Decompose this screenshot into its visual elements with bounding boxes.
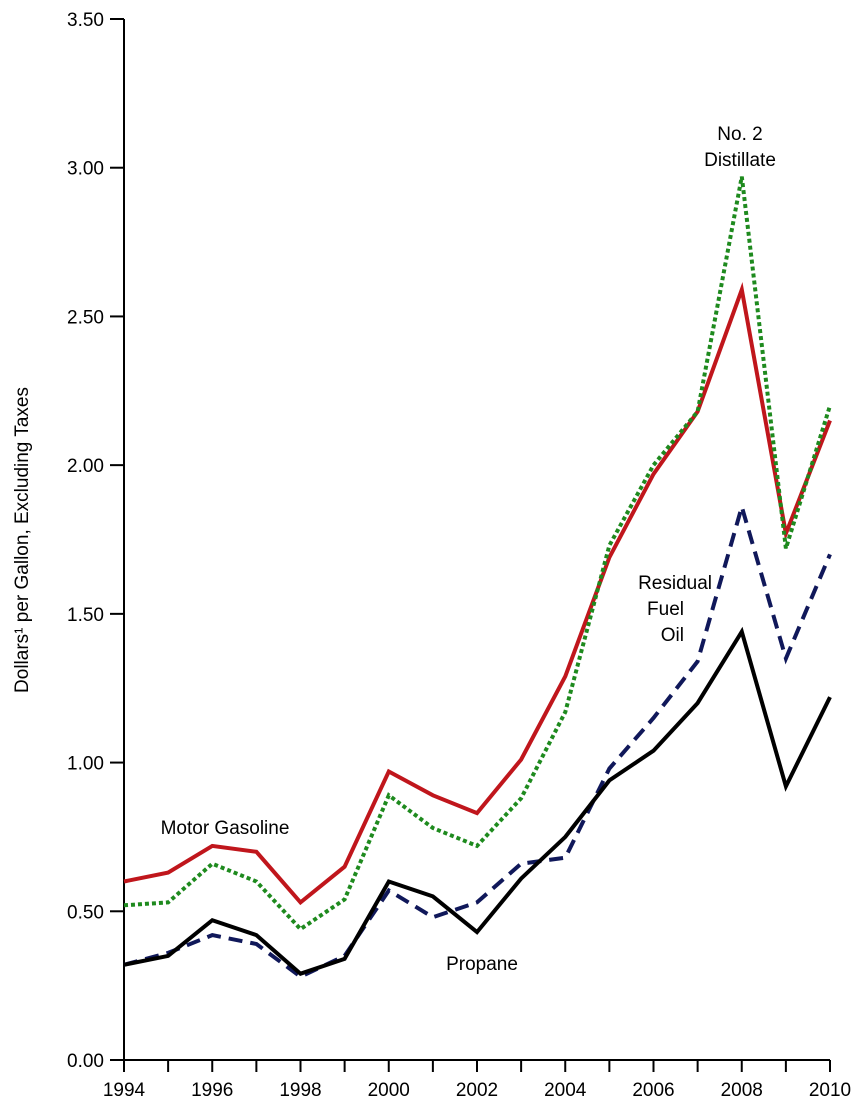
y-tick-label: 2.50 (67, 307, 104, 328)
series-layer (123, 176, 832, 980)
y-tick-label: 3.00 (67, 159, 104, 180)
series-line-no-2-distillate (123, 176, 832, 932)
label-residual-line3: Oil (661, 625, 684, 646)
x-tick-label: 1998 (279, 1080, 321, 1101)
x-tick-label: 2002 (456, 1080, 498, 1101)
label-distillate-line1: No. 2 (717, 124, 762, 145)
y-tick-label: 0.00 (67, 1051, 104, 1072)
label-propane: Propane (446, 954, 518, 975)
label-residual-line2: Fuel (647, 599, 684, 620)
y-tick-label: 0.50 (67, 902, 104, 923)
y-tick-label: 1.00 (67, 754, 104, 775)
label-residual-line1: Residual (638, 573, 712, 594)
y-tick-label: 1.50 (67, 605, 104, 626)
x-tick-label: 1996 (191, 1080, 233, 1101)
y-tick-label: 2.00 (67, 456, 104, 477)
y-axis-title: Dollars¹ per Gallon, Excluding Taxes (12, 387, 33, 693)
x-tick-label: 2004 (544, 1080, 587, 1101)
y-tick-label: 3.50 (67, 10, 104, 31)
series-line-motor-gasoline (123, 282, 832, 906)
x-tick-label: 2010 (809, 1080, 851, 1101)
series-line-residual-fuel-oil (123, 499, 832, 980)
x-tick-label: 2008 (721, 1080, 763, 1101)
label-distillate-line2: Distillate (704, 150, 776, 171)
axes: 0.00 0.50 1.00 1.50 2.00 2.50 3.00 3.50 1994 1996… (67, 10, 851, 1101)
x-tick-label: 1994 (103, 1080, 146, 1101)
series-line-propane (123, 626, 832, 976)
x-tick-label: 2000 (368, 1080, 410, 1101)
label-motor-gasoline: Motor Gasoline (161, 818, 290, 839)
x-tick-label: 2006 (632, 1080, 674, 1101)
